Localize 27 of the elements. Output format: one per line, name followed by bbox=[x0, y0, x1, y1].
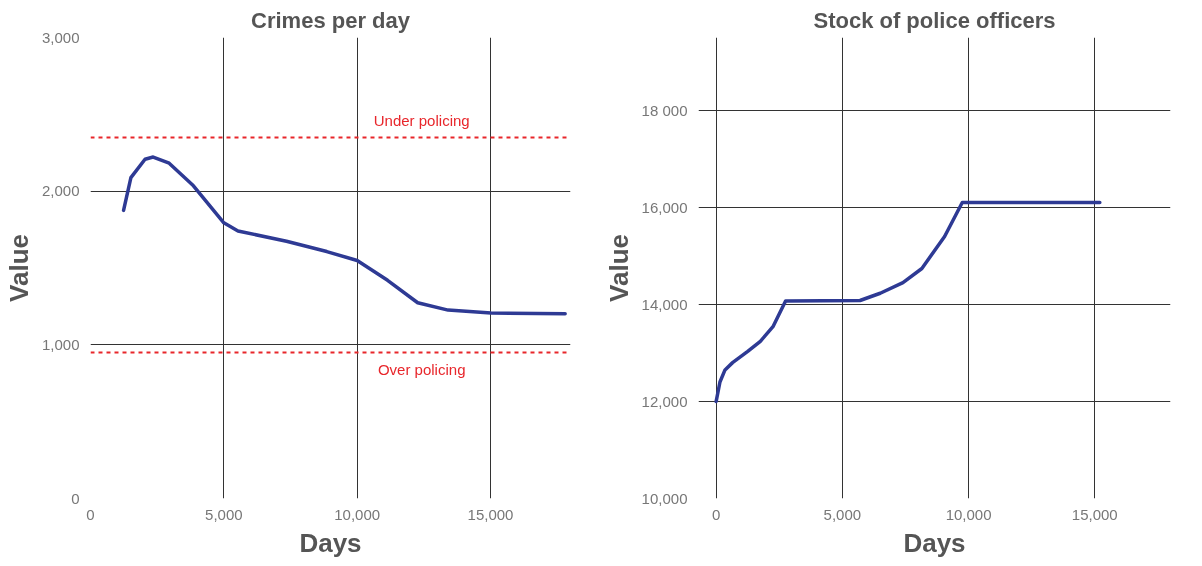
chart-title: Crimes per day bbox=[251, 7, 411, 33]
y-axis-title: Value bbox=[603, 234, 634, 302]
x-tick-label: 15,000 bbox=[1071, 505, 1118, 523]
y-tick-label: 2,000 bbox=[41, 182, 80, 200]
line-series bbox=[121, 155, 567, 316]
line-series bbox=[714, 200, 1102, 404]
y-tick-label: 3,000 bbox=[41, 28, 80, 46]
x-axis-title: Days bbox=[903, 527, 966, 558]
ref-line-label: Under policing bbox=[373, 112, 470, 130]
ref-line-label: Over policing bbox=[377, 360, 466, 378]
y-tick-label: 1,000 bbox=[41, 335, 80, 353]
x-tick-label: 0 bbox=[86, 505, 95, 523]
x-tick-label: 5,000 bbox=[205, 505, 243, 523]
x-axis-title: Days bbox=[299, 527, 362, 558]
y-tick-label: 18 000 bbox=[641, 101, 688, 119]
x-tick-label: 0 bbox=[712, 505, 721, 523]
x-tick-label: 15,000 bbox=[467, 505, 514, 523]
chart-title: Stock of police officers bbox=[813, 7, 1056, 33]
x-tick-label: 10,000 bbox=[945, 505, 992, 523]
x-tick-label: 5,000 bbox=[823, 505, 862, 523]
y-tick-label: 0 bbox=[71, 489, 80, 507]
y-tick-label: 12,000 bbox=[641, 392, 688, 410]
x-tick-label: 10,000 bbox=[334, 505, 381, 523]
y-tick-label: 14,000 bbox=[641, 295, 688, 313]
y-tick-label: 10,000 bbox=[641, 490, 688, 507]
y-tick-label: 16,000 bbox=[641, 198, 688, 216]
y-axis-title: Value bbox=[3, 234, 34, 302]
